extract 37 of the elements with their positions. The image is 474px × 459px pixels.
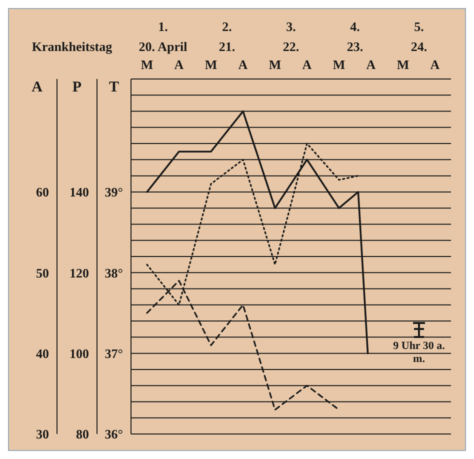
text: 23. — [346, 39, 364, 55]
y2-tick-label: 140 — [70, 184, 89, 200]
y3-axis-title: A — [32, 80, 43, 96]
text: 24. — [410, 39, 428, 55]
text: A — [429, 57, 441, 73]
y2-tick-label: 100 — [70, 346, 89, 361]
text: 22. — [282, 39, 300, 55]
text: A — [301, 57, 313, 73]
text: M — [332, 57, 346, 73]
text: A — [237, 57, 249, 73]
text: M — [396, 57, 410, 73]
y3-tick-label: 30 — [36, 426, 49, 442]
y3-tick-label: 40 — [36, 346, 49, 361]
y-tick-label: 38° — [104, 265, 123, 280]
text: A — [365, 57, 377, 73]
text: A — [173, 57, 185, 73]
y-tick-label: 36° — [104, 426, 123, 442]
x-tick-label: 5. — [414, 19, 424, 34]
text: M — [140, 57, 154, 73]
y-axis-title: T — [108, 80, 120, 96]
y2-axis-title: P — [72, 80, 82, 96]
y3-tick-label: 60 — [36, 184, 49, 200]
text: M — [204, 57, 218, 73]
text: M — [268, 57, 282, 73]
x-tick-label: 4. — [350, 19, 360, 34]
y-tick-label: 37° — [104, 346, 123, 361]
y2-tick-label: 120 — [70, 265, 89, 280]
y2-tick-label: 80 — [76, 426, 89, 442]
text: 21. — [218, 39, 236, 55]
annotation: 9 Uhr 30 a. m. — [393, 340, 445, 366]
x-tick-label: 2. — [222, 19, 232, 34]
y-tick-label: 39° — [104, 184, 123, 200]
x-tick-label: 1. — [158, 19, 168, 34]
y3-tick-label: 50 — [36, 265, 49, 280]
x-tick-label: 3. — [286, 19, 296, 34]
x-axis-title: Krankheitstag — [30, 39, 114, 55]
text: 20. April — [138, 39, 188, 55]
